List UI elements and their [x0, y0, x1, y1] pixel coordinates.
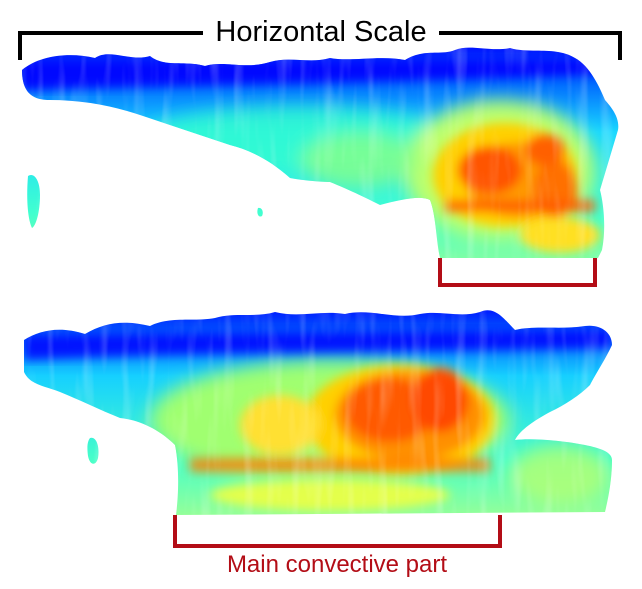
- upper-convective-bracket: [438, 258, 597, 287]
- lower-convective-bracket: [173, 515, 502, 548]
- lower-storm-echo: [24, 310, 612, 515]
- main-convective-part-label: Main convective part: [226, 551, 448, 578]
- horizontal-scale-text: Horizontal Scale: [203, 16, 439, 48]
- upper-storm-echo: [22, 47, 619, 258]
- horizontal-scale-label: Horizontal Scale: [0, 14, 642, 50]
